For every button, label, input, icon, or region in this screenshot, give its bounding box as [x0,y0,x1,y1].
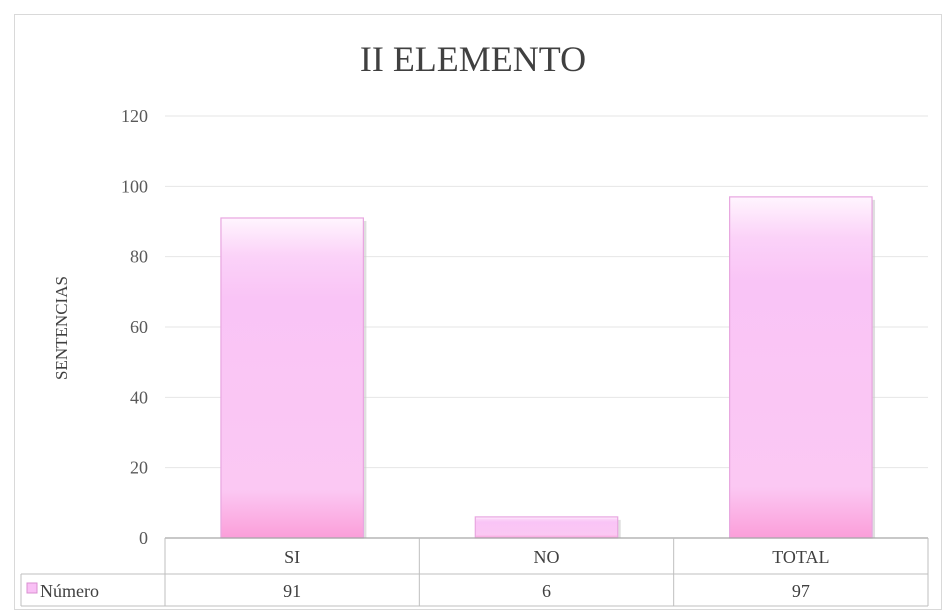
data-table: SI NO TOTAL Número 91 6 97 [20,538,929,607]
y-tick-label: 120 [121,106,148,126]
table-value: 97 [792,581,810,601]
y-tick-label: 0 [139,528,148,548]
bars [165,196,928,539]
y-tick-label: 80 [130,247,148,267]
y-axis-ticks: 0 20 40 60 80 100 120 [121,106,148,548]
y-tick-label: 20 [130,458,148,478]
x-category-label: SI [284,547,300,567]
x-category-label: TOTAL [772,547,829,567]
table-value: 6 [542,581,551,601]
bar-total [729,196,873,539]
y-tick-label: 100 [121,176,148,196]
y-tick-label: 40 [130,387,148,407]
x-category-label: NO [534,547,560,567]
legend-swatch [26,582,38,594]
bar-si [220,217,364,539]
legend-series-name: Número [40,581,99,601]
bar-no [474,516,619,539]
y-tick-label: 60 [130,317,148,337]
table-value: 91 [283,581,301,601]
chart-title: II ELEMENTO [359,39,587,79]
